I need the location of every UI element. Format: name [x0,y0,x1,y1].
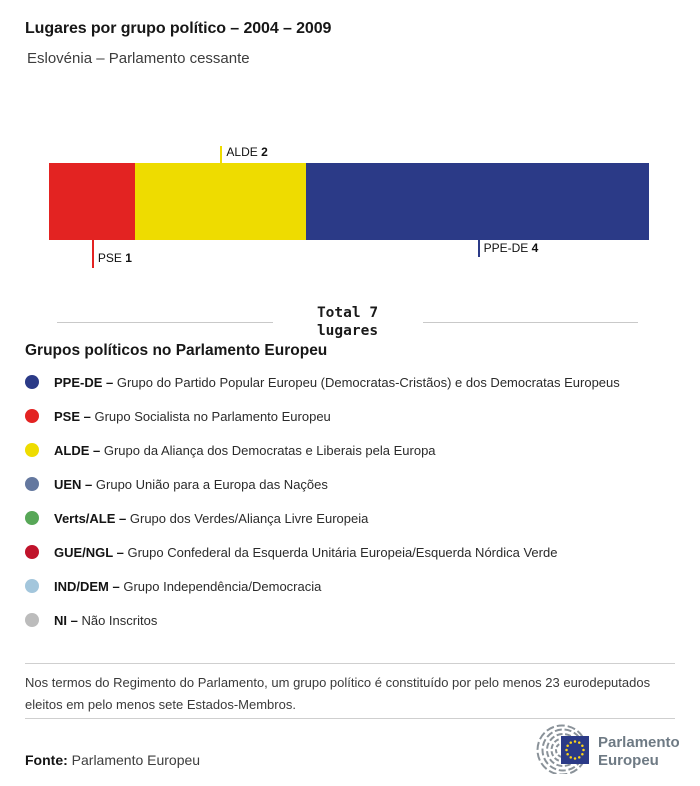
source-value: Parlamento Europeu [71,752,201,768]
group-color-dot [25,375,39,389]
eu-star [569,741,572,744]
legend-item-text: NI – Não Inscritos [54,613,157,628]
eu-star [566,753,569,756]
total-separator: Total 7 lugares [0,303,700,341]
tick-line [477,240,480,257]
divider [25,718,675,719]
group-color-dot [25,443,39,457]
logo-graphic: Parlamento Europeu [536,724,680,776]
legend-item-text: GUE/NGL – Grupo Confederal da Esquerda U… [54,545,557,560]
rules-footnote: Nos termos do Regimento do Parlamento, u… [25,675,651,712]
group-name: GUE/NGL – [54,544,128,560]
left-rule [57,321,273,323]
group-description: Grupo Confederal da Esquerda Unitária Eu… [127,544,558,560]
eu-star [578,756,581,759]
group-description: Grupo dos Verdes/Aliança Livre Europeia [129,510,369,526]
group-description: Não Inscritos [81,612,158,628]
political-groups-legend: PPE-DE – Grupo do Partido Popular Europe… [25,365,680,637]
group-name: UEN – [54,476,96,492]
group-color-dot [25,409,39,423]
divider [25,663,675,664]
tick-line [220,146,223,163]
legend-item: NI – Não Inscritos [25,603,680,637]
legend-item: PPE-DE – Grupo do Partido Popular Europe… [25,365,680,399]
group-color-dot [25,579,39,593]
stacked-bar [49,163,649,240]
group-name: PSE – [54,408,95,424]
eu-flag-square [561,736,589,764]
group-name: ALDE – [54,442,104,458]
legend-item: IND/DEM – Grupo Independência/Democracia [25,569,680,603]
bar-segment-pse [49,163,135,240]
eu-star [569,756,572,759]
eu-star [581,744,584,747]
logo-wordmark-line1: Parlamento [598,734,679,751]
seat-label-text: PSE 1 [97,251,132,265]
group-description: Grupo Socialista no Parlamento Europeu [94,408,331,424]
eu-star [573,740,577,743]
group-description: Grupo da Aliança dos Democratas e Libera… [103,442,436,458]
legend-heading: Grupos políticos no Parlamento Europeu [25,342,328,359]
group-description: Grupo União para a Europa das Nações [95,476,328,492]
group-color-dot [25,511,39,525]
group-description: Grupo do Partido Popular Europeu (Democr… [116,374,620,390]
group-name: NI – [54,612,82,628]
group-name: Verts/ALE – [54,510,130,526]
group-color-dot [25,545,39,559]
legend-item: PSE – Grupo Socialista no Parlamento Eur… [25,399,680,433]
eu-flag-stars [565,740,585,760]
total-seats-label: Total 7 lugares [316,305,379,339]
tick-line [91,240,94,268]
legend-item-text: Verts/ALE – Grupo dos Verdes/Aliança Liv… [54,511,368,526]
page-title: Lugares por grupo político – 2004 – 2009 [25,20,332,37]
eu-star [573,757,577,760]
group-name: PPE-DE – [54,374,117,390]
legend-item-text: ALDE – Grupo da Aliança dos Democratas e… [54,443,436,458]
group-description: Grupo Independência/Democracia [123,578,322,594]
group-color-dot [25,613,39,627]
eu-star [566,744,569,747]
seats-stacked-bar-chart: PSE 1 ALDE 2 PPE-DE 4 [49,140,649,275]
right-rule [422,321,638,323]
source-label: Fonte: [25,752,68,768]
eu-star [582,748,585,752]
source-line: Fonte: Parlamento Europeu [25,752,200,768]
group-name: IND/DEM – [54,578,124,594]
eu-star [581,753,584,756]
bar-segment-alde [134,163,307,240]
bar-segment-ppe-de [306,163,649,240]
legend-item-text: PSE – Grupo Socialista no Parlamento Eur… [54,409,331,424]
legend-item: ALDE – Grupo da Aliança dos Democratas e… [25,433,680,467]
eu-star [565,748,568,752]
seat-label-text: ALDE 2 [226,145,268,159]
group-color-dot [25,477,39,491]
legend-item: UEN – Grupo União para a Europa das Naçõ… [25,467,680,501]
legend-item: GUE/NGL – Grupo Confederal da Esquerda U… [25,535,680,569]
legend-item-text: IND/DEM – Grupo Independência/Democracia [54,579,321,594]
legend-item-text: PPE-DE – Grupo do Partido Popular Europe… [54,375,620,390]
seat-label-text: PPE-DE 4 [483,241,539,255]
legend-item: Verts/ALE – Grupo dos Verdes/Aliança Liv… [25,501,680,535]
legend-item-text: UEN – Grupo União para a Europa das Naçõ… [54,477,328,492]
logo-wordmark-line2: Europeu [598,752,659,769]
european-parliament-logo: Parlamento Europeu [521,724,680,779]
eu-star [578,741,581,744]
page-subtitle: Eslovénia – Parlamento cessante [27,50,250,67]
